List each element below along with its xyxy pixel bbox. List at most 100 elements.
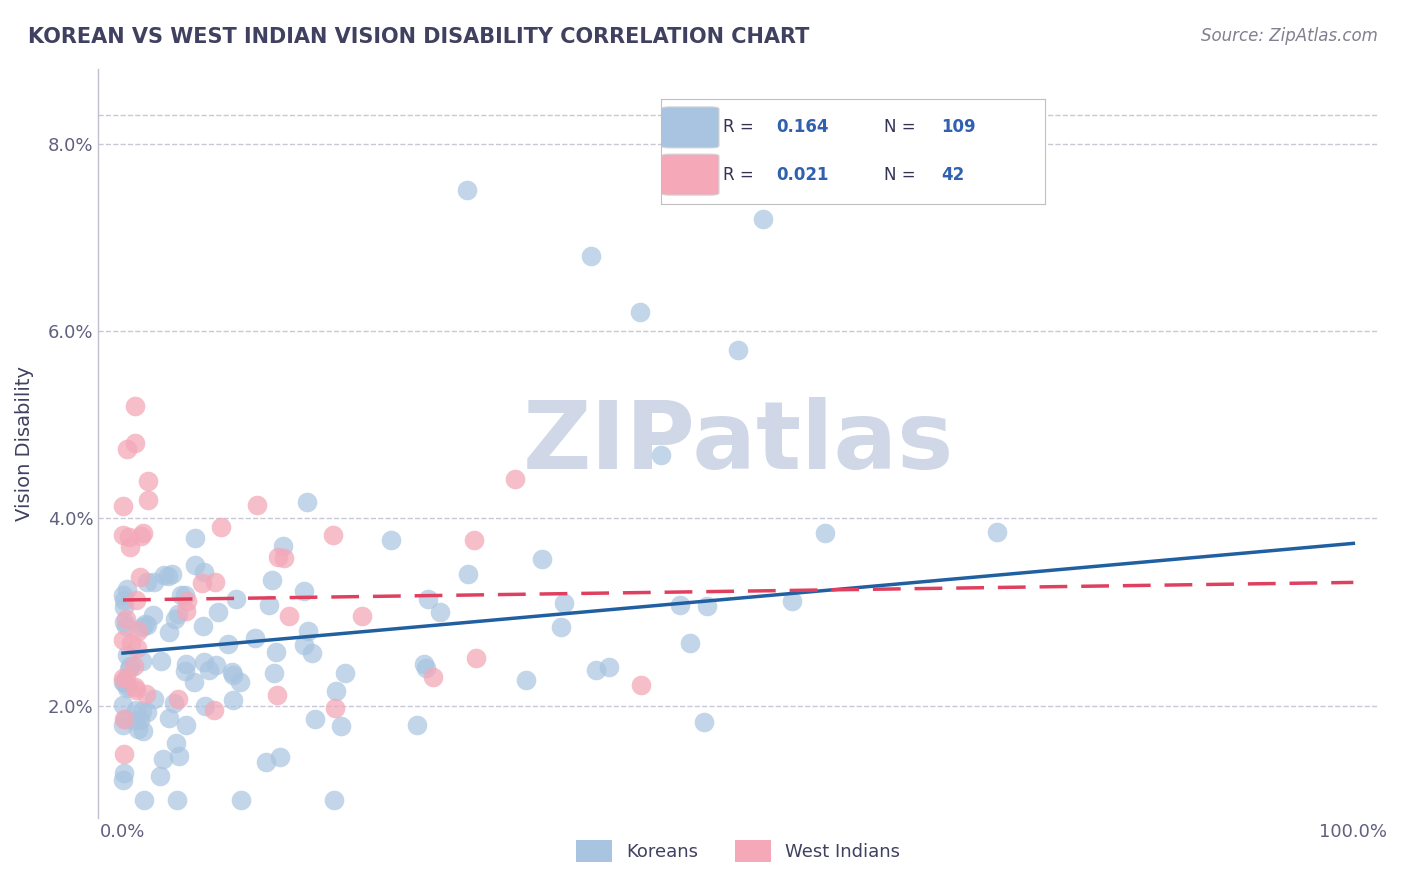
Text: 42: 42 [942,166,965,184]
Point [114,671,136,685]
Point [174,588,197,602]
Point [650,448,672,462]
Point [696,599,718,613]
Point [131,620,153,634]
Point [269,750,291,764]
Point [165,736,187,750]
Point [131,654,153,668]
Point [176,594,198,608]
Text: 0.021: 0.021 [776,166,830,184]
Point [183,531,205,545]
Point [679,636,702,650]
Point [422,670,444,684]
Point [301,646,323,660]
Point [136,474,159,488]
Point [257,598,280,612]
Legend: Koreans, West Indians: Koreans, West Indians [569,833,907,870]
Point [156,569,179,583]
Point [266,645,288,659]
Point [221,665,243,679]
Point [202,703,225,717]
Point [294,583,316,598]
Point [153,568,176,582]
Point [325,684,347,698]
Point [112,588,135,602]
Point [217,636,239,650]
Point [457,566,479,581]
Point [152,752,174,766]
FancyBboxPatch shape [661,107,718,148]
Point [166,692,188,706]
Point [553,597,575,611]
Point [131,705,153,719]
Point [193,565,215,579]
Text: N =: N = [884,119,921,136]
Point [149,769,172,783]
Point [323,700,346,714]
Point [157,711,180,725]
Text: Source: ZipAtlas.com: Source: ZipAtlas.com [1201,27,1378,45]
Text: N =: N = [884,166,921,184]
Point [163,612,186,626]
Point [418,592,440,607]
Point [174,665,197,679]
Point [727,343,749,357]
Point [128,570,150,584]
Point [122,658,145,673]
Point [136,618,159,632]
Point [330,719,353,733]
Point [112,600,135,615]
Text: 0.164: 0.164 [776,119,830,136]
Point [115,442,138,456]
Point [209,520,232,534]
Point [197,663,219,677]
Point [142,608,165,623]
Point [229,793,252,807]
Point [111,633,134,648]
Point [135,575,157,590]
Point [166,793,188,807]
Point [129,713,152,727]
Point [118,659,141,673]
Point [136,705,159,719]
Point [550,620,572,634]
Point [295,495,318,509]
Point [167,607,190,622]
Point [322,527,344,541]
Point [132,526,155,541]
Point [530,552,553,566]
Point [115,681,138,696]
Point [124,713,146,727]
Point [170,588,193,602]
Point [503,472,526,486]
Point [129,529,152,543]
Point [335,666,357,681]
Point [205,657,228,672]
Point [297,624,319,638]
Point [406,718,429,732]
Point [112,698,135,712]
Point [630,677,652,691]
Point [112,527,135,541]
Point [456,183,478,197]
Point [115,648,138,663]
Point [134,617,156,632]
Point [273,539,295,553]
Point [112,615,135,629]
Point [176,604,198,618]
Point [136,492,159,507]
Point [207,605,229,619]
Text: KOREAN VS WEST INDIAN VISION DISABILITY CORRELATION CHART: KOREAN VS WEST INDIAN VISION DISABILITY … [28,27,810,46]
Point [183,674,205,689]
Point [111,772,134,787]
Point [628,305,651,319]
Point [263,666,285,681]
Point [111,718,134,732]
Point [124,399,146,413]
Point [304,712,326,726]
Point [222,667,245,681]
Point [167,748,190,763]
Point [190,576,212,591]
Point [579,249,602,263]
Point [118,541,141,555]
